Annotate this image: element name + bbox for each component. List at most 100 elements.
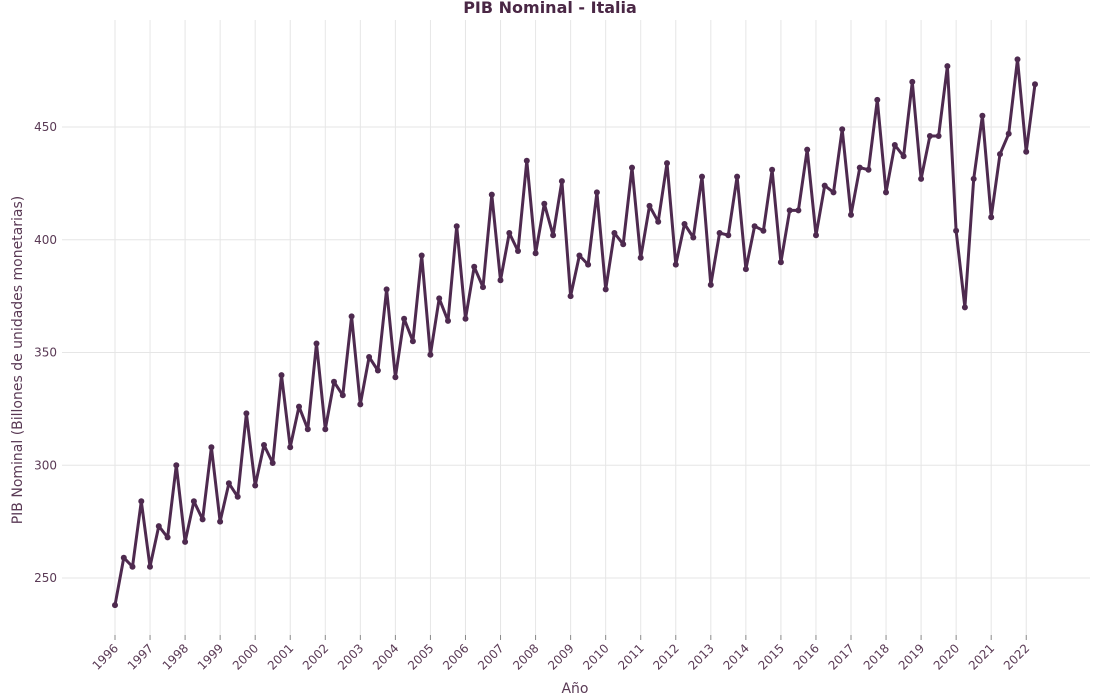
data-point xyxy=(261,442,267,448)
x-tick-label: 2013 xyxy=(685,641,716,672)
x-tick-label: 2020 xyxy=(931,641,962,672)
data-point xyxy=(988,214,995,221)
data-point xyxy=(1005,130,1012,137)
data-point xyxy=(804,146,811,153)
data-point xyxy=(602,286,609,293)
data-point xyxy=(707,281,714,288)
data-point xyxy=(751,223,758,230)
data-point xyxy=(813,232,819,239)
data-point xyxy=(664,160,670,167)
data-point xyxy=(252,482,259,489)
data-point xyxy=(138,498,145,505)
data-point xyxy=(436,295,443,302)
data-point xyxy=(112,602,118,609)
x-tick-label: 2019 xyxy=(896,641,927,672)
data-point xyxy=(471,263,478,270)
x-tick-label: 2012 xyxy=(650,641,681,672)
x-axis-title: Año xyxy=(561,681,588,697)
x-tick-label: 2017 xyxy=(826,641,857,672)
data-point xyxy=(269,460,276,466)
data-point xyxy=(541,200,548,207)
data-point xyxy=(856,164,863,171)
data-point xyxy=(322,426,329,433)
x-axis-ticks: 1996 1997 1998 1999 2000 2001 2002 2003 2004 2005… xyxy=(90,635,1032,673)
data-point xyxy=(760,227,767,234)
data-point xyxy=(155,523,162,530)
data-point xyxy=(821,182,828,189)
series-layer xyxy=(112,56,1038,609)
x-tick-label: 2007 xyxy=(475,641,506,672)
y-tick-label: 350 xyxy=(34,346,57,360)
x-tick-label: 2015 xyxy=(756,641,787,672)
data-point xyxy=(900,153,907,160)
y-axis-title: PIB Nominal (Billones de unidades moneta… xyxy=(10,196,26,525)
data-point xyxy=(506,230,513,236)
data-point xyxy=(532,250,539,257)
data-point xyxy=(944,63,951,70)
x-tick-label: 2001 xyxy=(265,641,296,672)
x-tick-label: 2006 xyxy=(440,641,471,672)
data-point xyxy=(331,378,337,385)
data-point xyxy=(348,313,355,320)
data-point xyxy=(243,410,250,417)
data-point xyxy=(497,277,504,284)
x-tick-label: 2005 xyxy=(405,641,436,672)
data-point xyxy=(339,392,346,399)
data-point xyxy=(287,444,294,451)
data-point xyxy=(550,232,557,239)
data-point xyxy=(234,493,241,500)
data-point xyxy=(699,173,705,180)
data-point xyxy=(865,166,872,173)
data-point xyxy=(961,304,968,311)
y-tick-label: 450 xyxy=(34,120,57,134)
data-point xyxy=(935,133,942,139)
data-point xyxy=(129,563,136,570)
data-point xyxy=(830,189,837,196)
data-point xyxy=(225,480,232,487)
data-point xyxy=(839,126,846,133)
x-tick-label: 2004 xyxy=(370,641,401,672)
data-point xyxy=(1014,56,1021,63)
data-point xyxy=(190,498,197,505)
data-point xyxy=(1032,81,1038,88)
data-point xyxy=(164,534,171,541)
data-point xyxy=(480,284,486,291)
x-tick-label: 2016 xyxy=(791,641,822,672)
data-point xyxy=(313,340,320,347)
data-point xyxy=(681,221,688,227)
x-tick-label: 1998 xyxy=(160,641,191,672)
data-point xyxy=(418,252,425,259)
data-point xyxy=(392,374,399,381)
data-point xyxy=(147,563,153,570)
data-point xyxy=(891,142,898,148)
data-point xyxy=(918,175,925,182)
data-point xyxy=(558,178,565,185)
data-point xyxy=(523,157,530,164)
series-line xyxy=(113,57,1037,606)
x-tick-label: 1997 xyxy=(125,641,156,672)
x-tick-label: 2002 xyxy=(300,641,331,672)
grid xyxy=(62,20,1090,635)
y-tick-label: 250 xyxy=(34,571,57,585)
data-point xyxy=(777,259,784,266)
x-tick-label: 2010 xyxy=(580,641,611,672)
data-point xyxy=(795,207,802,214)
data-point xyxy=(515,248,521,254)
data-point xyxy=(409,338,416,345)
x-tick-label: 2008 xyxy=(510,641,541,672)
x-tick-label: 2003 xyxy=(335,641,366,672)
data-point xyxy=(734,173,741,180)
data-point xyxy=(655,218,662,225)
data-point xyxy=(979,112,986,119)
data-point xyxy=(567,293,574,300)
data-point xyxy=(182,538,189,545)
data-point xyxy=(453,223,460,230)
x-tick-label: 2009 xyxy=(545,641,576,672)
y-tick-label: 300 xyxy=(34,458,57,472)
data-point xyxy=(593,189,600,196)
data-point xyxy=(427,351,434,358)
data-point xyxy=(742,266,749,273)
data-point xyxy=(690,234,697,241)
